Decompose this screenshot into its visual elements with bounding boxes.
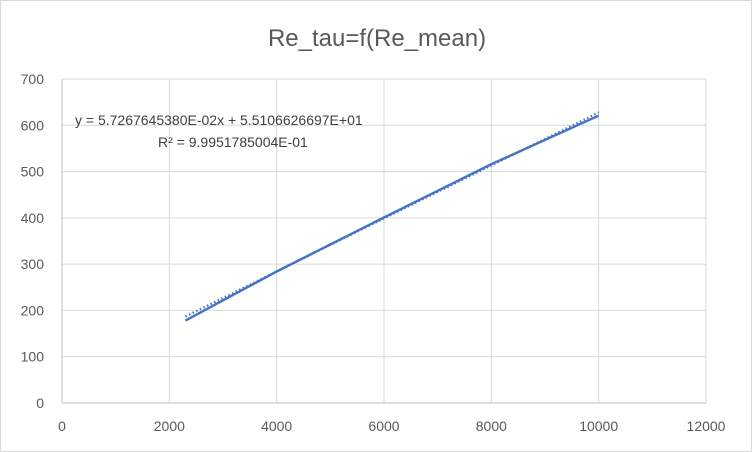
x-tick-label: 12000 (687, 418, 726, 434)
y-tick-label: 700 (21, 71, 45, 87)
plot-series (184, 111, 600, 322)
chart-title: Re_tau=f(Re_mean) (268, 25, 486, 52)
axes (61, 79, 706, 404)
y-tick-label: 500 (21, 164, 45, 180)
y-tick-label: 200 (21, 302, 45, 318)
gridlines (62, 78, 707, 403)
y-tick-labels: 0 100 200 300 400 500 600 700 (21, 71, 45, 411)
y-tick-label: 600 (21, 117, 45, 133)
x-tick-label: 4000 (261, 418, 292, 434)
y-tick-label: 400 (21, 210, 45, 226)
x-tick-label: 0 (58, 418, 66, 434)
x-tick-label: 6000 (368, 418, 399, 434)
trendline-dotted (184, 111, 600, 318)
trendline-equation: y = 5.7267645380E-02x + 5.5106626697E+01 (75, 112, 363, 128)
x-tick-label: 10000 (579, 418, 618, 434)
y-tick-label: 100 (21, 349, 45, 365)
x-tick-label: 2000 (154, 418, 185, 434)
y-tick-label: 300 (21, 256, 45, 272)
trendline-r-squared: R² = 9.9951785004E-01 (158, 134, 308, 150)
x-tick-label: 8000 (476, 418, 507, 434)
y-tick-label: 0 (36, 395, 44, 411)
x-tick-labels: 0 2000 4000 6000 8000 10000 12000 (58, 418, 726, 434)
